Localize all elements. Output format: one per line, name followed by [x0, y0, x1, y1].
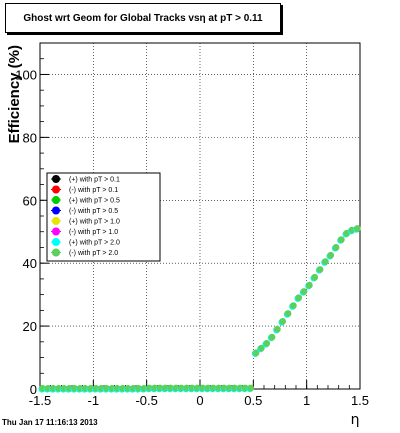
- data-point: [353, 225, 361, 232]
- data-point: [284, 310, 292, 317]
- legend-label: (-) with pT > 2.0: [69, 250, 118, 257]
- legend-box: [46, 172, 161, 262]
- y-tick-label: 40: [23, 256, 37, 271]
- x-tick-label: -1.5: [29, 393, 51, 408]
- data-point: [337, 236, 345, 243]
- data-point: [289, 302, 297, 310]
- data-point: [305, 281, 313, 289]
- data-point: [295, 294, 303, 302]
- data-point: [279, 317, 287, 325]
- legend-marker: [52, 185, 60, 194]
- legend-label: (+) with pT > 0.1: [69, 177, 120, 184]
- data-point: [321, 258, 329, 266]
- x-axis-label: η: [351, 412, 360, 428]
- chart-title: Ghost wrt Geom for Global Tracks vsη at …: [23, 12, 263, 24]
- x-tick-label: 0: [196, 393, 203, 408]
- legend-marker: [52, 206, 60, 215]
- y-tick-label: 20: [23, 319, 37, 334]
- data-point: [327, 251, 335, 259]
- y-tick-label: 0: [30, 382, 37, 397]
- data-point: [273, 325, 281, 333]
- y-tick-label: 60: [23, 193, 37, 208]
- legend-marker: [52, 248, 60, 257]
- data-point: [247, 384, 255, 392]
- legend-marker: [52, 175, 60, 183]
- x-tick-label: 1.5: [351, 393, 369, 408]
- data-point: [316, 266, 324, 273]
- x-tick-label: 0.5: [244, 393, 262, 408]
- data-point: [268, 333, 276, 341]
- x-tick-label: -1: [88, 393, 100, 408]
- legend-label: (-) with pT > 1.0: [69, 229, 118, 236]
- legend-label: (+) with pT > 2.0: [69, 240, 120, 247]
- y-axis-label: Efficiency (%): [6, 45, 23, 143]
- legend: (+) with pT > 0.1 (-) with pT > 0.1 (+) wi…: [46, 172, 161, 262]
- timestamp-footer: Thu Jan 17 11:16:13 2013: [2, 418, 98, 427]
- data-point: [332, 244, 340, 251]
- y-tick-label: 100: [15, 67, 37, 82]
- data-point: [252, 349, 260, 357]
- legend-marker: [52, 227, 60, 236]
- legend-label: (-) with pT > 0.5: [69, 208, 118, 215]
- legend-marker: [52, 196, 60, 204]
- data-point: [300, 288, 308, 295]
- data-point: [311, 273, 319, 281]
- x-tick-label: 1: [303, 393, 310, 408]
- y-tick-label: 80: [23, 130, 37, 145]
- data-point: [257, 344, 265, 352]
- chart-title-box: Ghost wrt Geom for Global Tracks vsη at …: [5, 3, 281, 33]
- legend-marker: [52, 238, 60, 246]
- legend-marker: [52, 217, 60, 225]
- legend-label: (+) with pT > 0.5: [69, 198, 120, 205]
- legend-label: (+) with pT > 1.0: [69, 219, 120, 226]
- data-point: [263, 339, 271, 347]
- x-tick-label: -0.5: [135, 393, 157, 408]
- legend-label: (-) with pT > 0.1: [69, 187, 118, 194]
